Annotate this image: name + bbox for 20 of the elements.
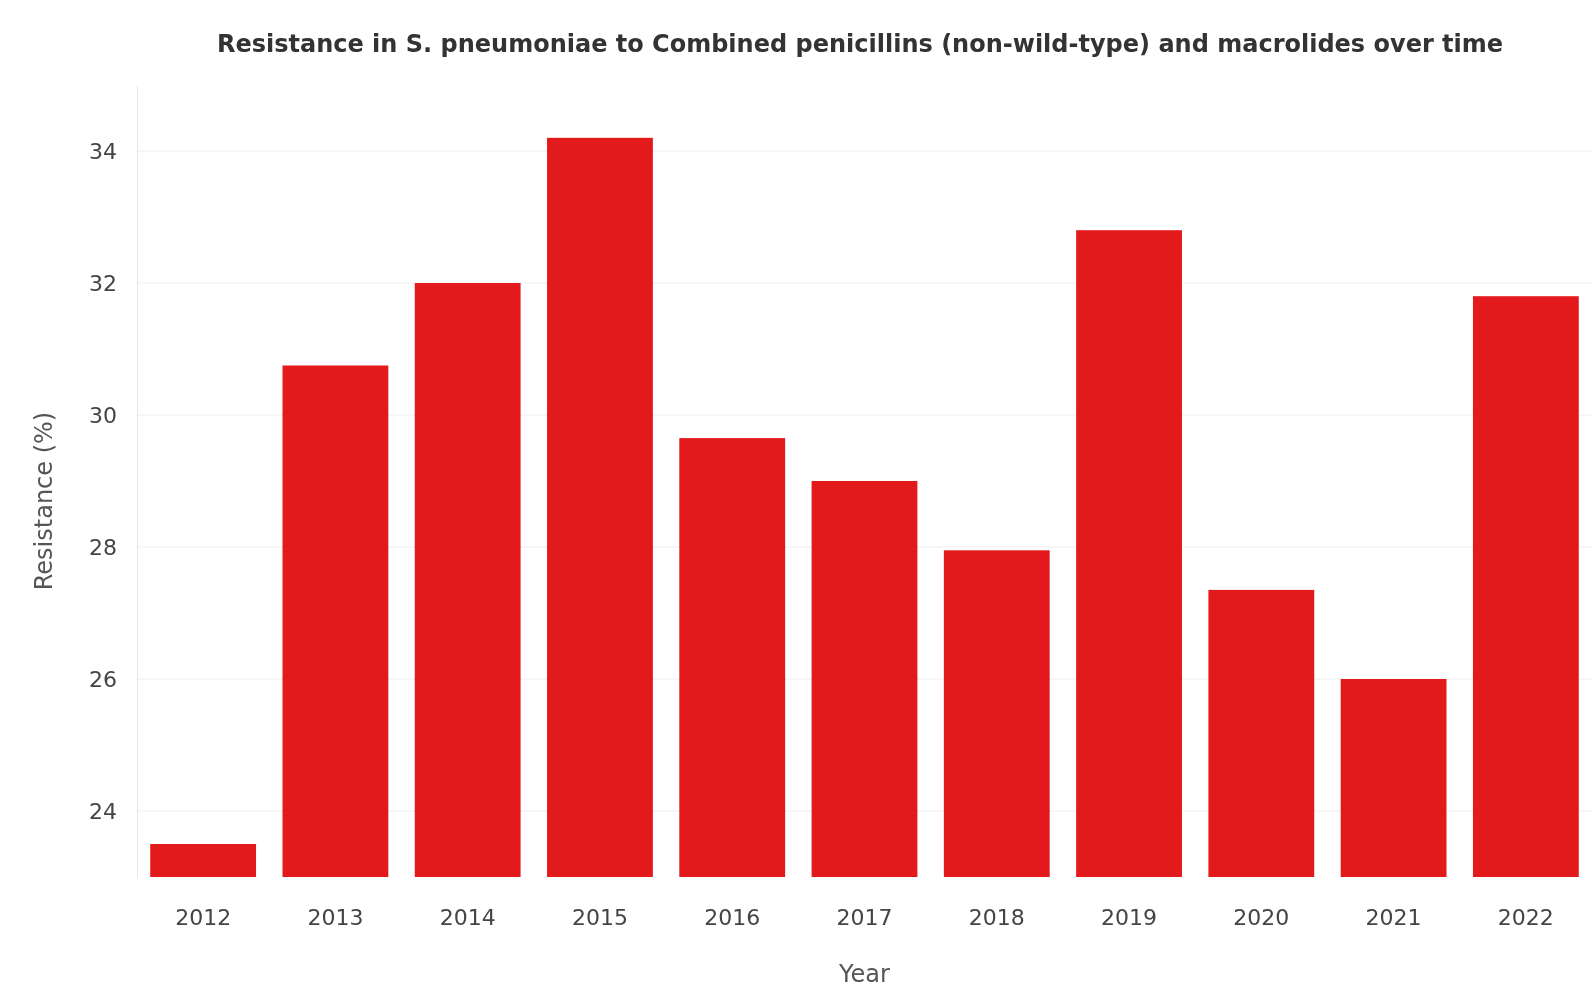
y-tick-label: 24 — [89, 798, 117, 824]
x-tick-label: 2012 — [175, 904, 232, 930]
y-tick-label: 32 — [89, 270, 117, 296]
x-tick-label: 2020 — [1233, 904, 1290, 930]
x-tick-label: 2013 — [307, 904, 364, 930]
y-axis-title: Resistance (%) — [30, 411, 58, 591]
y-tick-label: 28 — [89, 534, 117, 560]
x-tick-label: 2021 — [1365, 904, 1422, 930]
chart-title: Resistance in S. pneumoniae to Combined penicillins (non-wild-type) and macrolides over time — [216, 30, 1504, 58]
x-tick-label: 2016 — [704, 904, 761, 930]
y-tick-label: 34 — [89, 138, 117, 164]
x-tick-label: 2022 — [1497, 904, 1554, 930]
y-tick-label: 26 — [89, 666, 117, 692]
x-tick-label: 2015 — [571, 904, 628, 930]
x-tick-label: 2019 — [1101, 904, 1158, 930]
x-tick-label: 2014 — [439, 904, 496, 930]
x-tick-label: 2017 — [836, 904, 893, 930]
x-axis-title: Year — [838, 960, 891, 988]
x-tick-label: 2018 — [968, 904, 1025, 930]
y-tick-label: 30 — [89, 402, 117, 428]
